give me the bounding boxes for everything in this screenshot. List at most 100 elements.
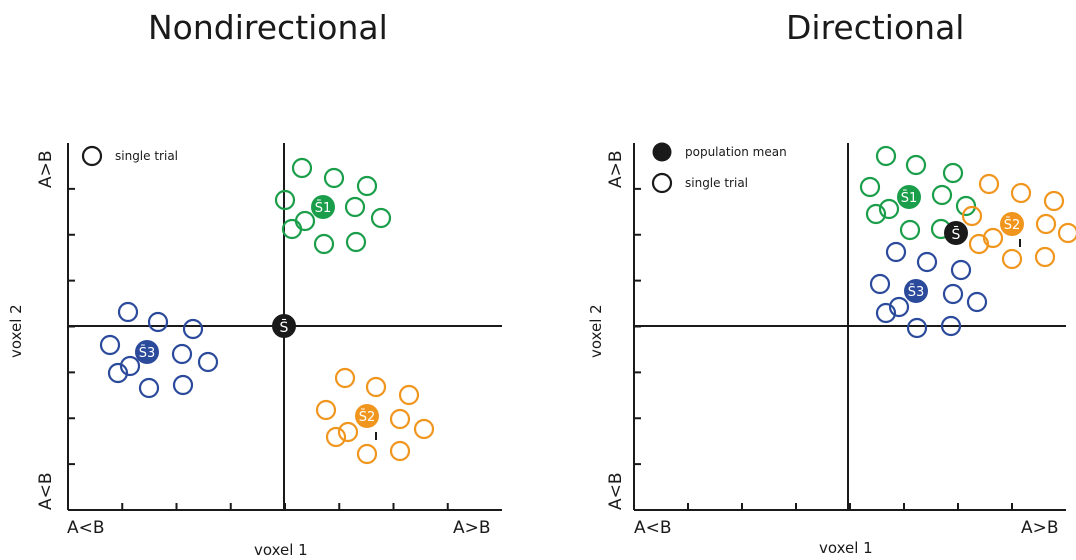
single-trial-green bbox=[370, 207, 392, 229]
single-trial-orange bbox=[337, 421, 359, 443]
legend-single-trial-icon bbox=[651, 172, 673, 194]
single-trial-blue bbox=[107, 362, 129, 384]
legend-population-mean-icon bbox=[652, 142, 672, 162]
left-cluster-s1: S̄1 bbox=[311, 195, 335, 219]
cluster-mean-s1-label: S̄1 bbox=[901, 191, 918, 206]
single-trial-orange bbox=[978, 173, 1000, 195]
single-trial-blue bbox=[172, 374, 194, 396]
single-trial-orange bbox=[389, 440, 411, 462]
single-trial-orange bbox=[968, 233, 990, 255]
left-y-axis-label: voxel 2 bbox=[7, 304, 25, 358]
single-trial-green bbox=[291, 157, 313, 179]
single-trial-blue bbox=[940, 315, 962, 337]
single-trial-blue bbox=[119, 355, 141, 377]
single-trial-green bbox=[344, 196, 366, 218]
single-trial-orange bbox=[389, 408, 411, 430]
single-trial-green bbox=[294, 210, 316, 232]
single-trial-blue bbox=[197, 351, 219, 373]
panel-title-nondirectional: Nondirectional bbox=[148, 8, 388, 47]
single-trial-blue bbox=[916, 251, 938, 273]
single-trial-green bbox=[313, 233, 335, 255]
legend-single-trial-label: single trial bbox=[115, 149, 178, 163]
left-x-left-label: A<B bbox=[67, 518, 105, 538]
left-x-right-label: A>B bbox=[453, 518, 491, 538]
right-cluster-s1: S̄1 bbox=[897, 185, 921, 209]
left-cluster-s3: S̄3 bbox=[135, 340, 159, 364]
single-trial-orange bbox=[413, 418, 435, 440]
single-trial-green bbox=[955, 195, 977, 217]
right-y-top-label: A>B bbox=[606, 150, 626, 188]
single-trial-green bbox=[281, 218, 303, 240]
right-axes bbox=[633, 143, 1066, 511]
right-ticks bbox=[634, 187, 1013, 510]
single-trial-orange bbox=[315, 399, 337, 421]
population-mean-marker bbox=[944, 221, 968, 245]
cluster-mean-s3-label: S̄3 bbox=[139, 346, 156, 361]
left-ticks bbox=[68, 187, 449, 510]
single-trial-orange bbox=[325, 426, 347, 448]
single-trial-orange bbox=[1001, 248, 1023, 270]
cluster-mean-s2-label: S̄2 bbox=[359, 410, 376, 425]
single-trial-blue bbox=[942, 283, 964, 305]
population-mean-label: S̄ bbox=[280, 318, 289, 336]
single-trial-blue bbox=[117, 301, 139, 323]
single-trial-blue bbox=[869, 273, 891, 295]
left-x-axis-label: voxel 1 bbox=[254, 541, 308, 559]
single-trial-orange bbox=[1034, 246, 1056, 268]
single-trial-green bbox=[875, 145, 897, 167]
single-trial-green bbox=[345, 231, 367, 253]
cluster-mean-s3-marker bbox=[135, 340, 159, 364]
cluster-mean-s1-marker bbox=[897, 185, 921, 209]
left-y-top-label: A>B bbox=[36, 150, 56, 188]
single-trial-orange bbox=[398, 384, 420, 406]
left-y-bottom-label: A<B bbox=[36, 472, 56, 510]
right-x-right-label: A>B bbox=[1021, 518, 1059, 538]
single-trial-orange bbox=[356, 443, 378, 465]
right-cluster-s2: S̄2 bbox=[1000, 212, 1024, 247]
left-single-trials bbox=[99, 157, 435, 465]
population-mean-label: S̄ bbox=[952, 225, 961, 243]
cluster-mean-s1-marker bbox=[311, 195, 335, 219]
single-trial-blue bbox=[906, 317, 928, 339]
right-x-axis-label: voxel 1 bbox=[819, 539, 873, 557]
single-trial-orange bbox=[1035, 213, 1057, 235]
single-trial-green bbox=[356, 175, 378, 197]
single-trial-orange bbox=[1010, 182, 1032, 204]
single-trial-orange bbox=[1057, 222, 1076, 244]
cluster-mean-s3-label: S̄3 bbox=[908, 285, 925, 300]
single-trial-blue bbox=[950, 259, 972, 281]
cluster-mean-s2-label: S̄2 bbox=[1004, 218, 1021, 233]
population-mean-marker bbox=[272, 314, 296, 338]
single-trial-green bbox=[878, 198, 900, 220]
right-y-bottom-label: A<B bbox=[606, 472, 626, 510]
right-single-trials bbox=[859, 145, 1076, 339]
single-trial-blue bbox=[885, 241, 907, 263]
single-trial-blue bbox=[888, 296, 910, 318]
right-legend: population mean single trial bbox=[651, 142, 787, 194]
legend-population-mean-label: population mean bbox=[685, 145, 787, 159]
left-population-mean: S̄ bbox=[272, 314, 296, 338]
single-trial-green bbox=[899, 219, 921, 241]
single-trial-green bbox=[274, 189, 296, 211]
cluster-mean-s2-marker bbox=[355, 404, 379, 428]
single-trial-blue bbox=[147, 311, 169, 333]
cluster-mean-s3-marker bbox=[904, 279, 928, 303]
single-trial-green bbox=[323, 167, 345, 189]
single-trial-green bbox=[905, 154, 927, 176]
single-trial-blue bbox=[966, 291, 988, 313]
legend-single-trial-label: single trial bbox=[685, 176, 748, 190]
single-trial-blue bbox=[182, 318, 204, 340]
left-cluster-s2: S̄2 bbox=[355, 404, 379, 440]
single-trial-orange bbox=[365, 376, 387, 398]
legend-single-trial-icon bbox=[81, 145, 103, 167]
single-trial-orange bbox=[982, 227, 1004, 249]
cluster-mean-s2-marker bbox=[1000, 212, 1024, 236]
single-trial-orange bbox=[334, 367, 356, 389]
single-trial-blue bbox=[171, 343, 193, 365]
single-trial-green bbox=[931, 184, 953, 206]
single-trial-green bbox=[942, 162, 964, 184]
single-trial-blue bbox=[875, 302, 897, 324]
single-trial-green bbox=[865, 203, 887, 225]
right-x-left-label: A<B bbox=[634, 518, 672, 538]
